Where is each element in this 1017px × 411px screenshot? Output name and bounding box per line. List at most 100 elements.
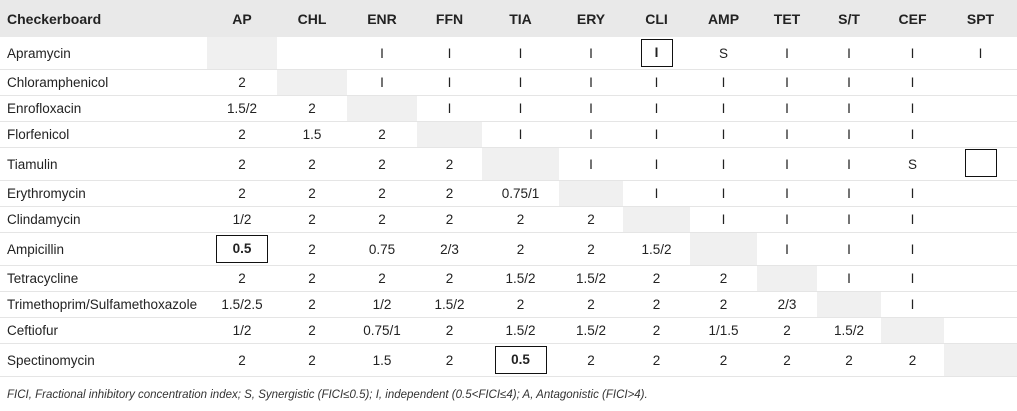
- table-cell: [944, 121, 1017, 148]
- table-cell: I: [417, 69, 482, 96]
- row-label: Tiamulin: [0, 147, 207, 181]
- table-cell: 2: [347, 206, 417, 233]
- table-cell: 0.75/1: [482, 180, 559, 207]
- table-cell: 1/1.5: [690, 317, 757, 344]
- table-cell: I: [944, 37, 1017, 70]
- table-cell: I: [757, 121, 817, 148]
- table-row: Clindamycin 1/2 2 2 2 2 2 I I I I: [0, 206, 1017, 233]
- table-cell: [944, 291, 1017, 318]
- header-row: Checkerboard AP CHL ENR FFN TIA ERY CLI AMP TET S/…: [0, 0, 1017, 37]
- row-label: Enrofloxacin: [0, 95, 207, 122]
- header-col: S/T: [817, 0, 881, 37]
- diagonal-cell: [817, 291, 881, 318]
- table-cell: [944, 232, 1017, 266]
- table-cell: I: [757, 37, 817, 70]
- table-cell: I: [817, 37, 881, 70]
- table-cell: I: [757, 69, 817, 96]
- highlighted-value-box: 0.5: [494, 346, 547, 374]
- table-cell: 2: [277, 180, 347, 207]
- table-cell: 1.5/2: [817, 317, 881, 344]
- table-cell: I: [817, 265, 881, 292]
- table-cell: 2: [482, 232, 559, 266]
- table-cell: I: [623, 180, 690, 207]
- table-cell: I: [757, 206, 817, 233]
- table-cell: 0.5: [207, 232, 277, 266]
- table-cell: 2: [277, 317, 347, 344]
- table-cell: 1.5/2: [559, 265, 623, 292]
- table-cell: 2: [277, 291, 347, 318]
- table-cell: I: [690, 147, 757, 181]
- table-cell: I: [559, 121, 623, 148]
- table-cell: 2: [482, 291, 559, 318]
- table-cell: I: [347, 37, 417, 70]
- table-cell: [944, 147, 1017, 181]
- table-cell: I: [881, 95, 944, 122]
- table-cell: 1.5: [347, 343, 417, 377]
- table-cell: 1.5/2: [623, 232, 690, 266]
- table-cell: I: [690, 121, 757, 148]
- row-label: Chloramphenicol: [0, 69, 207, 96]
- table-cell: 0.5: [482, 343, 559, 377]
- table-cell: 2: [277, 147, 347, 181]
- table-cell: I: [817, 121, 881, 148]
- diagonal-cell: [623, 206, 690, 233]
- table-cell: I: [623, 37, 690, 70]
- table-footnote: FICI, Fractional inhibitory concentratio…: [7, 389, 648, 401]
- table-cell: 2: [417, 180, 482, 207]
- table-row: Florfenicol 2 1.5 2 I I I I I I I: [0, 121, 1017, 148]
- table-cell: I: [482, 121, 559, 148]
- table-cell: 2: [207, 265, 277, 292]
- table-cell: S: [881, 147, 944, 181]
- row-label: Ceftiofur: [0, 317, 207, 344]
- table-cell: 2/3: [417, 232, 482, 266]
- table-cell: I: [881, 291, 944, 318]
- table-row: Tetracycline 2 2 2 2 1.5/2 1.5/2 2 2 I I: [0, 265, 1017, 292]
- table-cell: 0.75: [347, 232, 417, 266]
- table-cell: I: [757, 180, 817, 207]
- diagonal-cell: [881, 317, 944, 344]
- table-cell: I: [482, 69, 559, 96]
- table-cell: 1.5/2.5: [207, 291, 277, 318]
- table-cell: 1.5/2: [559, 317, 623, 344]
- table-cell: S: [690, 37, 757, 70]
- table-cell: 2: [347, 147, 417, 181]
- table-cell: 2: [207, 343, 277, 377]
- header-col: CLI: [623, 0, 690, 37]
- table-cell: I: [757, 95, 817, 122]
- table-cell: I: [881, 206, 944, 233]
- table-cell: 2: [482, 206, 559, 233]
- table-cell: I: [417, 37, 482, 70]
- table-cell: 2: [690, 265, 757, 292]
- table-cell: I: [690, 69, 757, 96]
- table-cell: 2: [817, 343, 881, 377]
- table-cell: 2: [881, 343, 944, 377]
- table-cell: 2: [277, 232, 347, 266]
- table-cell: I: [559, 37, 623, 70]
- table-row: Tiamulin 2 2 2 2 I I I I I S: [0, 147, 1017, 181]
- table-row: Erythromycin 2 2 2 2 0.75/1 I I I I I: [0, 180, 1017, 207]
- table-cell: 2: [559, 232, 623, 266]
- table-cell: [944, 180, 1017, 207]
- table-cell: 2: [207, 69, 277, 96]
- table-header: Checkerboard AP CHL ENR FFN TIA ERY CLI AMP TET S/…: [0, 0, 1017, 37]
- table-cell: [277, 37, 347, 70]
- table-cell: I: [757, 147, 817, 181]
- table-cell: 2: [277, 206, 347, 233]
- table-cell: 2: [207, 121, 277, 148]
- table-cell: I: [623, 69, 690, 96]
- table-cell: [944, 95, 1017, 122]
- row-label: Tetracycline: [0, 265, 207, 292]
- table-cell: I: [881, 69, 944, 96]
- table-cell: [944, 206, 1017, 233]
- table-cell: 2: [347, 121, 417, 148]
- header-checkerboard: Checkerboard: [0, 0, 207, 37]
- table-cell: 2: [757, 317, 817, 344]
- header-col: CHL: [277, 0, 347, 37]
- row-label: Erythromycin: [0, 180, 207, 207]
- table-cell: 2: [417, 206, 482, 233]
- diagonal-cell: [347, 95, 417, 122]
- table-cell: I: [881, 232, 944, 266]
- header-col: AMP: [690, 0, 757, 37]
- row-label: Spectinomycin: [0, 343, 207, 377]
